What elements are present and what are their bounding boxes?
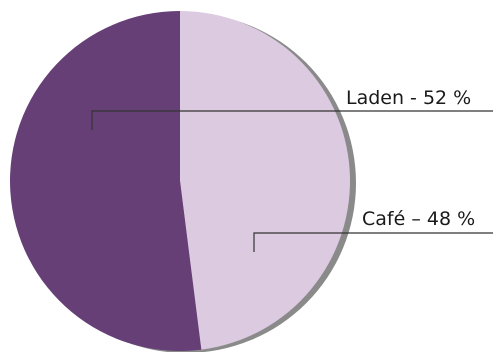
slice-label-laden: Laden - 52 % [346, 87, 471, 109]
leader-lines [91, 110, 493, 252]
pie-slice-cafe [180, 11, 351, 350]
leader-line-cafe [253, 232, 493, 252]
pie-slices [10, 11, 351, 351]
slice-label-cafe: Café – 48 % [362, 208, 475, 230]
pie-slice-laden [10, 11, 202, 351]
leader-line-laden [91, 110, 493, 130]
